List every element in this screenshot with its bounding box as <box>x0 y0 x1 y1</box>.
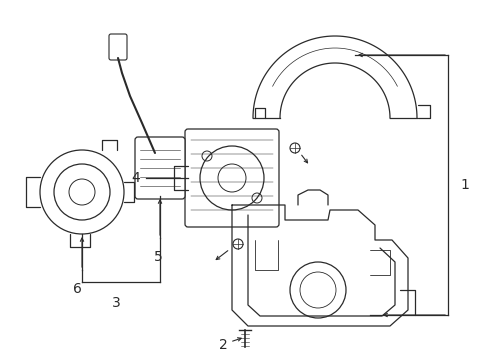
Text: 2: 2 <box>218 338 227 352</box>
Text: 3: 3 <box>111 296 120 310</box>
Text: 5: 5 <box>153 250 162 264</box>
Text: 1: 1 <box>459 178 468 192</box>
FancyBboxPatch shape <box>135 137 184 199</box>
Text: 6: 6 <box>72 282 81 296</box>
FancyBboxPatch shape <box>109 34 127 60</box>
FancyBboxPatch shape <box>184 129 279 227</box>
Text: 4: 4 <box>131 171 140 185</box>
